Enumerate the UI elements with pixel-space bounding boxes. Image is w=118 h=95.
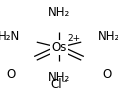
Text: NH₂: NH₂ <box>48 71 70 84</box>
Text: H₂N: H₂N <box>0 30 21 43</box>
Text: NH₂: NH₂ <box>48 6 70 19</box>
Text: Cl⁻: Cl⁻ <box>50 78 68 91</box>
Text: 2+: 2+ <box>67 34 80 43</box>
Text: NH₂: NH₂ <box>97 30 118 43</box>
Text: Os: Os <box>51 41 67 54</box>
Text: O: O <box>103 68 112 81</box>
Text: O: O <box>6 68 15 81</box>
